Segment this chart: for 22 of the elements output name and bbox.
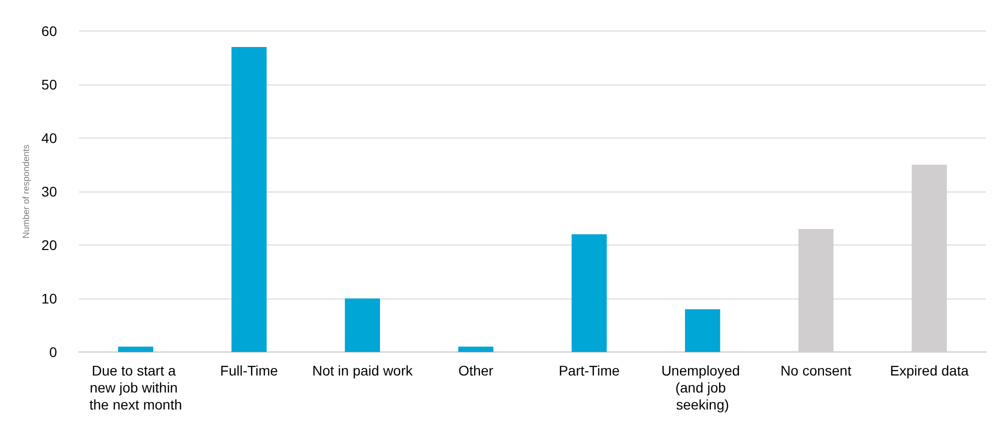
x-tick-label: Unemployed (and job seeking) <box>661 362 744 412</box>
y-axis-title: Number of respondents <box>21 144 32 239</box>
x-tick-label: Part-Time <box>558 362 620 378</box>
y-tick-label: 20 <box>41 237 58 253</box>
x-tick-label: No consent <box>780 362 852 378</box>
bar <box>118 346 154 352</box>
x-tick-label: Due to start a new job within the next month <box>89 362 182 412</box>
x-tick-label: Full-Time <box>220 362 278 378</box>
y-tick-label: 0 <box>49 344 58 360</box>
x-tick-label: Not in paid work <box>312 362 414 378</box>
y-tick-label: 60 <box>41 23 58 39</box>
x-tick-label: Expired data <box>890 362 969 378</box>
bar <box>458 346 494 352</box>
y-tick-label: 40 <box>41 130 58 146</box>
bar <box>231 47 267 352</box>
y-tick-label: 30 <box>41 184 58 200</box>
bar <box>572 234 607 352</box>
bar <box>344 298 380 352</box>
x-tick-label: Other <box>458 362 494 378</box>
bar <box>684 309 720 352</box>
y-tick-label: 10 <box>41 290 58 306</box>
y-tick-label: 50 <box>41 76 58 92</box>
